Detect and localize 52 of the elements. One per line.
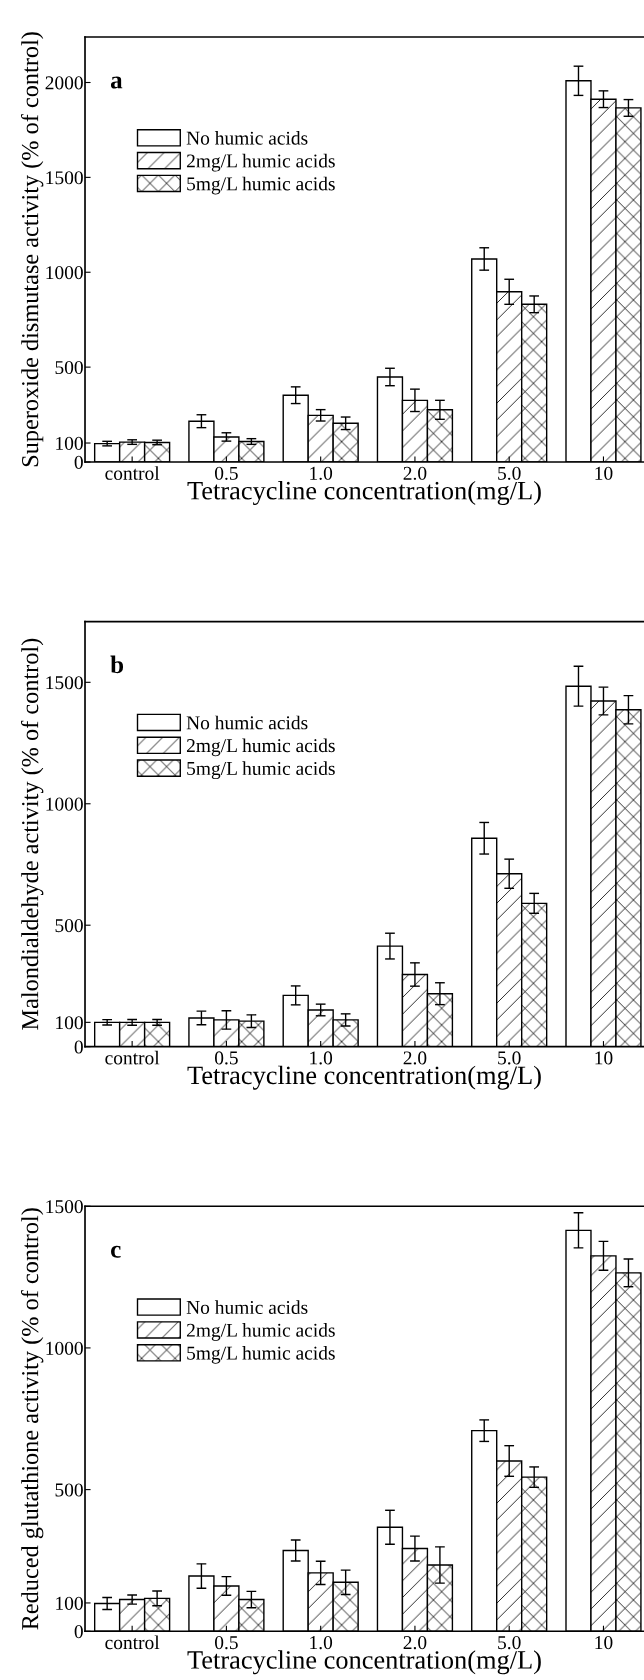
x-tick-label: 0.5 — [214, 1051, 238, 1065]
y-tick-label: 100 — [56, 436, 83, 450]
legend-label: 5mg/L humic acids — [187, 176, 335, 195]
y-tick-label: 500 — [55, 360, 83, 375]
x-tick-label: control — [105, 466, 160, 480]
x-tick-label: 5.0 — [498, 466, 521, 480]
x-tick-label: 1.0 — [310, 1051, 333, 1065]
y-tick-label: 1500 — [46, 171, 83, 185]
legend-label: No humic acids — [186, 131, 308, 145]
x-tick-label: 2.0 — [403, 1636, 427, 1650]
legend-label: 5mg/L humic acids — [187, 761, 335, 780]
y-tick-label: 100 — [56, 1016, 83, 1030]
x-tick-label: 1.0 — [310, 1636, 333, 1650]
x-tick-label: control — [105, 1635, 160, 1650]
x-axis-title: Tetracycline concentration(mg/L) — [187, 1650, 541, 1675]
y-tick-label: 1500 — [46, 1200, 83, 1214]
legend-label: 2mg/L humic acids — [186, 153, 335, 172]
x-tick-label: 5.0 — [498, 1636, 521, 1650]
y-tick-label: 0 — [74, 1625, 83, 1639]
x-axis-title: Tetracycline concentration(mg/L) — [187, 1065, 541, 1090]
y-tick-label: 1500 — [46, 676, 83, 690]
y-tick-label: 0 — [74, 455, 83, 469]
x-tick-label: 0.5 — [214, 466, 238, 480]
y-tick-label: 0 — [74, 1040, 83, 1054]
legend-label: 2mg/L humic acids — [186, 1323, 335, 1341]
y-tick-label: 500 — [55, 919, 83, 933]
y-axis-title: Superoxide dismutase activity (% of control) — [20, 32, 44, 467]
text: a — [110, 76, 123, 89]
y-axis-title: Malondialdehyde activity (% of control) — [20, 638, 44, 1030]
x-tick-label: 0.5 — [214, 1636, 238, 1650]
x-tick-label: 2.0 — [403, 466, 427, 480]
x-tick-label: control — [105, 1050, 160, 1065]
x-axis-title: Tetracycline concentration(mg/L) — [187, 481, 541, 506]
x-tick-label: 2.0 — [403, 1051, 427, 1065]
y-tick-label: 2000 — [45, 76, 83, 90]
x-tick-label: 10 — [595, 466, 613, 480]
y-tick-label: 100 — [56, 1596, 83, 1610]
x-tick-label: 5.0 — [498, 1051, 521, 1065]
y-tick-label: 1000 — [46, 1341, 83, 1355]
y-axis-title: Reduced glutathione activity (% of control) — [20, 1208, 44, 1630]
legend-label: No humic acids — [186, 1300, 308, 1314]
legend-label: 5mg/L humic acids — [187, 1345, 335, 1364]
x-tick-label: 10 — [595, 1051, 613, 1065]
legend-label: No humic acids — [186, 715, 308, 730]
y-tick-label: 500 — [55, 1483, 83, 1497]
x-tick-label: 1.0 — [310, 466, 333, 480]
text: b — [110, 655, 124, 674]
y-tick-label: 1000 — [46, 797, 83, 811]
y-tick-label: 1000 — [46, 266, 83, 280]
x-tick-label: 10 — [595, 1636, 613, 1650]
text: c — [111, 1245, 121, 1258]
legend-label: 2mg/L humic acids — [186, 738, 335, 757]
